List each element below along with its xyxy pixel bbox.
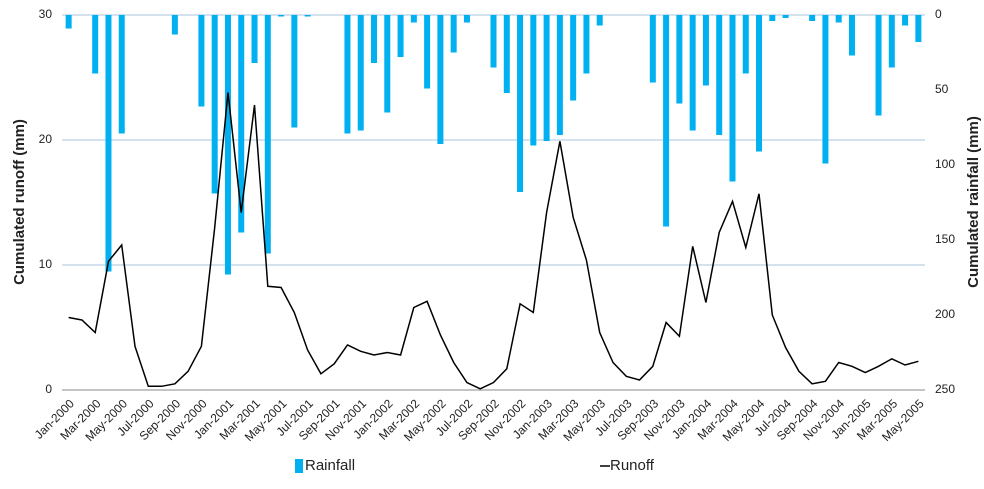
legend-swatch [295,459,303,473]
y-tick-label: 20 [39,132,53,146]
bar [556,15,563,135]
bar [716,15,723,135]
bar [689,15,696,131]
bar [264,15,271,254]
bar [530,15,537,146]
bar [583,15,590,74]
bar [490,15,497,68]
bar [278,15,285,17]
bar [915,15,922,42]
bar [65,15,72,29]
bar [782,15,789,18]
bar [835,15,842,23]
bar [105,15,112,272]
y2-axis-title: Cumulated rainfall (mm) [965,116,982,288]
bar [371,15,378,63]
y2-tick-label: 100 [935,157,955,171]
line [68,92,919,390]
y-tick-label: 10 [39,257,53,271]
bar [251,15,258,63]
bar [463,15,470,23]
bar [822,15,829,164]
bar [742,15,749,74]
bar [676,15,683,104]
y2-tick-label: 150 [935,232,955,246]
bar [410,15,417,23]
bar [384,15,391,113]
bar [663,15,670,227]
bar [570,15,577,101]
bar [450,15,457,53]
y-tick-label: 0 [45,382,52,396]
bar [769,15,776,21]
bar [291,15,298,128]
bar [503,15,510,93]
y2-tick-label: 250 [935,382,955,396]
bar [702,15,709,86]
y2-tick-label: 200 [935,307,955,321]
bar [902,15,909,26]
legend-label: Runoff [610,457,655,474]
bar [397,15,404,57]
bar [875,15,882,116]
bar [888,15,895,68]
bar [357,15,364,131]
bar [543,15,550,141]
bar [224,15,231,275]
bar [304,15,311,17]
bar [517,15,524,192]
bar [344,15,351,134]
bar [649,15,656,83]
y2-tick-label: 50 [935,82,949,96]
bar [729,15,736,182]
bar [171,15,178,35]
bar [118,15,125,134]
bar [198,15,205,107]
bar [809,15,816,21]
bar [437,15,444,144]
legend-label: Rainfall [305,457,355,474]
bar [238,15,245,233]
bar [756,15,763,152]
y2-tick-label: 0 [935,7,942,21]
y-tick-label: 30 [39,7,53,21]
bar [424,15,431,89]
bar [596,15,603,26]
bar [211,15,218,194]
bar [92,15,99,74]
bar [848,15,855,56]
y-axis-title: Cumulated runoff (mm) [11,119,28,285]
